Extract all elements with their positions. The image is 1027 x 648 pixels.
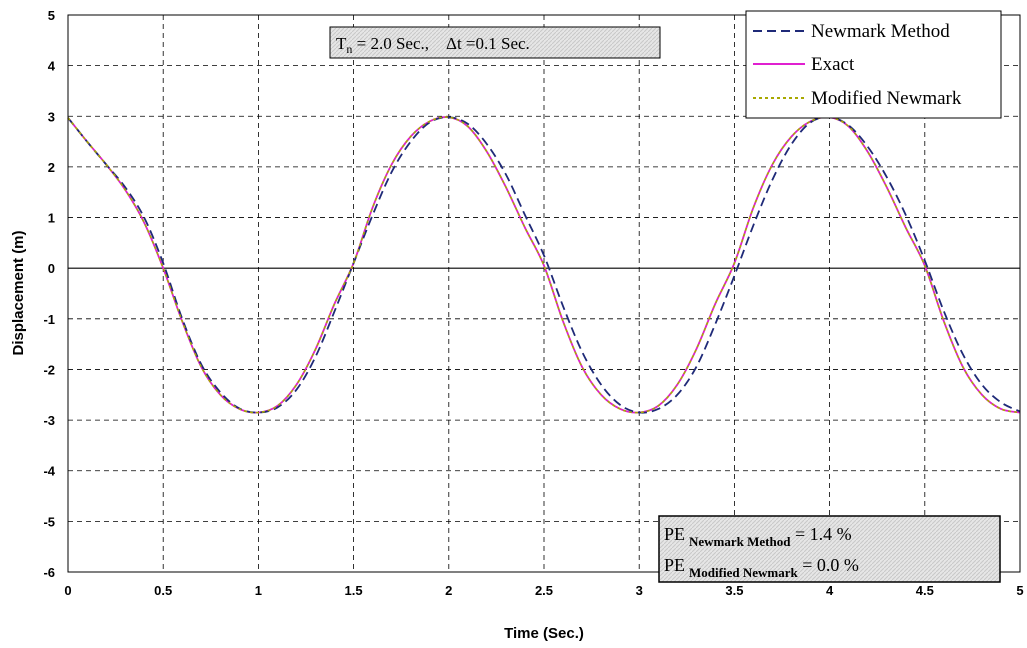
x-tick-label: 3 (636, 583, 643, 598)
y-tick-label: -4 (43, 464, 55, 479)
y-tick-label: -1 (43, 312, 55, 327)
series-layer (67, 116, 1021, 414)
x-tick-label: 3.5 (725, 583, 743, 598)
x-tick-label: 0 (64, 583, 71, 598)
svg-text:Tn = 2.0 Sec., Δt =0.1 Sec.: Tn = 2.0 Sec., Δt =0.1 Sec. (336, 34, 530, 56)
legend-label-exact: Exact (811, 54, 855, 75)
legend: Newmark Method Exact Modified Newmark (745, 10, 1002, 119)
y-tick-label: 5 (48, 8, 55, 23)
y-tick-label: 0 (48, 261, 55, 276)
period-symbol: T (336, 34, 347, 53)
x-tick-label: 5 (1016, 583, 1023, 598)
y-tick-label: 1 (48, 211, 55, 226)
params-annotation: Tn = 2.0 Sec., Δt =0.1 Sec. (329, 26, 661, 59)
x-tick-label: 1 (255, 583, 262, 598)
y-tick-label: -5 (43, 514, 55, 529)
params-value: = 2.0 Sec., Δt =0.1 Sec. (352, 34, 529, 53)
y-tick-label: 4 (48, 59, 56, 74)
x-tick-label: 1.5 (345, 583, 363, 598)
x-tick-labels: 0 0.5 1 1.5 2 2.5 3 3.5 4 4.5 5 (64, 583, 1023, 598)
y-tick-label: -2 (43, 362, 55, 377)
x-axis-title: Time (Sec.) (504, 625, 584, 642)
x-tick-label: 4 (826, 583, 834, 598)
series-line-modified-newmark (67, 116, 1021, 414)
legend-label-newmark: Newmark Method (811, 21, 950, 42)
y-tick-label: 2 (48, 160, 55, 175)
y-tick-label: -6 (43, 565, 55, 580)
x-tick-label: 0.5 (154, 583, 172, 598)
series-line-newmark (67, 116, 1021, 414)
y-tick-label: 3 (48, 109, 55, 124)
y-axis-title: Displacement (m) (10, 230, 27, 355)
x-tick-label: 4.5 (916, 583, 934, 598)
period-subscript: n (346, 42, 352, 56)
x-tick-label: 2 (445, 583, 452, 598)
x-tick-label: 2.5 (535, 583, 553, 598)
pe-annotation: PE Newmark Method = 1.4 % PE Modified Newm… (658, 515, 1001, 583)
y-tick-label: -3 (43, 413, 55, 428)
legend-label-modified: Modified Newmark (811, 88, 962, 109)
plot-area-border (67, 14, 1021, 573)
y-tick-labels: 5 4 3 2 1 0 -1 -2 -3 -4 -5 -6 (43, 8, 55, 580)
